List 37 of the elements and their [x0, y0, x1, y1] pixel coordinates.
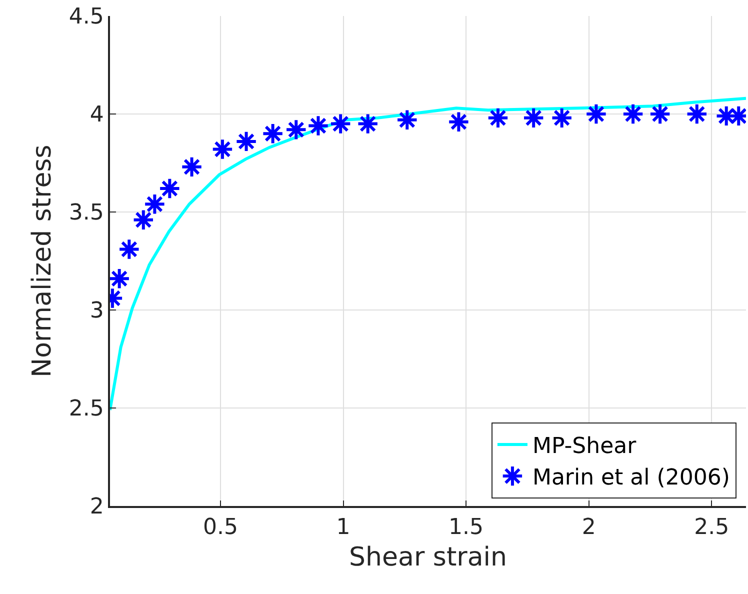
point	[262, 122, 284, 145]
point	[648, 102, 672, 126]
point	[329, 112, 352, 135]
y-axis-title: Normalized stress	[28, 144, 58, 378]
point	[686, 102, 708, 126]
point	[158, 177, 181, 200]
point	[448, 110, 470, 133]
legend-label: Marin et al (2006)	[532, 466, 730, 491]
point	[585, 102, 608, 126]
y-tick-label: 3.5	[68, 200, 104, 226]
point	[144, 193, 166, 216]
y-tick-label: 2.5	[68, 396, 104, 422]
line-series	[110, 96, 746, 412]
x-tick-label: 1.5	[448, 515, 484, 540]
x-tick-label: 2	[582, 515, 596, 540]
point	[235, 130, 258, 153]
y-tick-label: 2	[90, 494, 104, 520]
point	[622, 102, 644, 126]
legend-label: MP-Shear	[532, 434, 638, 460]
point	[211, 138, 234, 160]
x-tick-label: 0.5	[203, 515, 238, 540]
x-tick-label: 1	[336, 515, 350, 540]
y-tick-label: 3	[90, 298, 104, 324]
point	[307, 114, 330, 137]
y-tick-label: 4	[90, 102, 104, 128]
point	[118, 238, 140, 260]
x-tick-label: 2.5	[694, 515, 730, 540]
point	[356, 112, 379, 135]
point	[486, 106, 510, 130]
point	[396, 108, 418, 131]
x-axis-title: Shear strain	[349, 542, 507, 572]
y-tick-label: 4.5	[68, 4, 104, 30]
point	[180, 156, 203, 178]
point	[285, 118, 308, 141]
point	[550, 106, 573, 130]
point	[132, 208, 154, 231]
point	[522, 106, 545, 130]
